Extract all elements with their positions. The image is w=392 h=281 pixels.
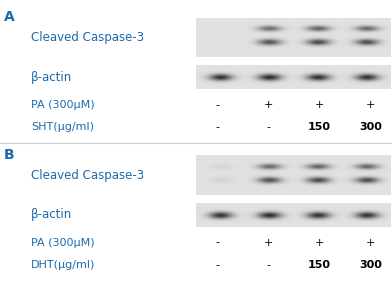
Text: A: A bbox=[4, 10, 15, 24]
Text: -: - bbox=[267, 122, 270, 132]
Text: 300: 300 bbox=[359, 260, 382, 270]
Text: B: B bbox=[4, 148, 15, 162]
Text: -: - bbox=[216, 260, 220, 270]
Text: -: - bbox=[216, 100, 220, 110]
Text: Cleaved Caspase-3: Cleaved Caspase-3 bbox=[31, 31, 145, 44]
Text: DHT(μg/ml): DHT(μg/ml) bbox=[31, 260, 96, 270]
Text: +: + bbox=[264, 100, 273, 110]
Text: -: - bbox=[267, 260, 270, 270]
Text: +: + bbox=[264, 237, 273, 248]
Text: +: + bbox=[366, 100, 375, 110]
Text: -: - bbox=[216, 237, 220, 248]
Text: +: + bbox=[315, 100, 324, 110]
Text: β-actin: β-actin bbox=[31, 71, 73, 84]
Text: +: + bbox=[366, 237, 375, 248]
Text: PA (300μM): PA (300μM) bbox=[31, 237, 95, 248]
Text: 150: 150 bbox=[308, 122, 331, 132]
Text: SHT(μg/ml): SHT(μg/ml) bbox=[31, 122, 94, 132]
Text: -: - bbox=[216, 122, 220, 132]
Text: 150: 150 bbox=[308, 260, 331, 270]
Text: 300: 300 bbox=[359, 122, 382, 132]
Text: +: + bbox=[315, 237, 324, 248]
Text: Cleaved Caspase-3: Cleaved Caspase-3 bbox=[31, 169, 145, 182]
Text: β-actin: β-actin bbox=[31, 208, 73, 221]
Text: PA (300μM): PA (300μM) bbox=[31, 100, 95, 110]
